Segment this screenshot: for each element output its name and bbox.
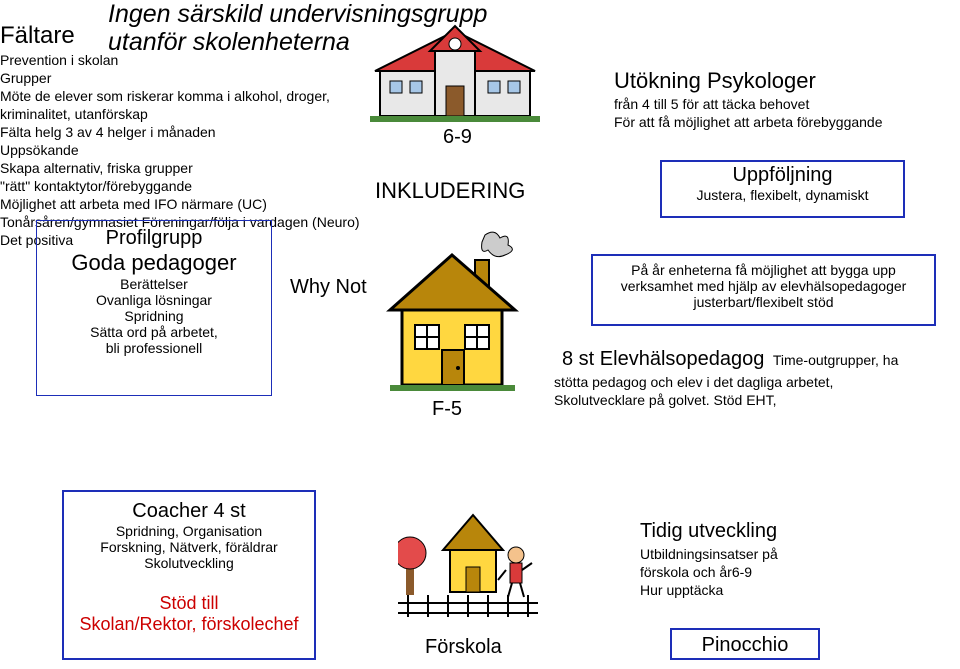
faltare-l2: Grupper [0, 70, 51, 86]
coacher-l2: Forskning, Nätverk, föräldrar [64, 539, 314, 555]
faltare-heading: Fältare [0, 22, 75, 50]
coacher-l3: Skolutveckling [64, 555, 314, 571]
title-line2: utanför skolenheterna [108, 28, 350, 57]
forskola-icon [398, 495, 538, 625]
profilgrupp-h1: Profilgrupp [37, 227, 271, 250]
profilgrupp-l4: Sätta ord på arbetet, [37, 324, 271, 340]
tidig-l3: Hur upptäcka [640, 582, 723, 598]
profilgrupp-l2: Ovanliga lösningar [37, 292, 271, 308]
bygga-l3: justerbart/flexibelt stöd [593, 294, 934, 310]
school-icon [370, 16, 540, 126]
f5-label: F-5 [432, 398, 462, 421]
g69-label: 6-9 [443, 126, 472, 149]
coacher-h: Coacher 4 st [64, 500, 314, 523]
coacher-box: Coacher 4 st Spridning, Organisation For… [62, 490, 316, 660]
profilgrupp-l3: Spridning [37, 308, 271, 324]
forskola-label: Förskola [425, 636, 502, 659]
bygga-l1: På år enheterna få möjlighet att bygga u… [593, 262, 934, 278]
bygga-box: På år enheterna få möjlighet att bygga u… [591, 254, 936, 326]
faltare-l3: Möte de elever som riskerar komma i alko… [0, 88, 330, 104]
faltare-l8: "rätt" kontaktytor/förebyggande [0, 178, 192, 194]
uppf-l1: Justera, flexibelt, dynamiskt [662, 187, 903, 203]
elevh-tail: Time-outgrupper, ha [773, 352, 899, 368]
profilgrupp-l1: Berättelser [37, 276, 271, 292]
elevh-l1: stötta pedagog och elev i det dagliga ar… [554, 374, 833, 390]
elevh-l2: Skolutvecklare på golvet. Stöd EHT, [554, 392, 777, 408]
psyk-l2: För att få möjlighet att arbeta förebygg… [614, 114, 883, 130]
house-icon [380, 230, 525, 395]
faltare-l7: Skapa alternativ, friska grupper [0, 160, 193, 176]
profilgrupp-l5: bli professionell [37, 340, 271, 356]
coacher-l1: Spridning, Organisation [64, 523, 314, 539]
pinocchio-box: Pinocchio [670, 628, 820, 660]
bygga-l2: verksamhet med hjälp av elevhälsopedagog… [593, 278, 934, 294]
coacher-s1: Stöd till [64, 593, 314, 614]
faltare-l6: Uppsökande [0, 142, 79, 158]
tidig-l1: Utbildningsinsatser på [640, 546, 778, 562]
profilgrupp-h2: Goda pedagoger [37, 250, 271, 276]
faltare-l9: Möjlighet att arbeta med IFO närmare (UC… [0, 196, 267, 212]
psyk-l1: från 4 till 5 för att täcka behovet [614, 96, 809, 112]
faltare-l1: Prevention i skolan [0, 52, 118, 68]
psyk-h: Utökning Psykologer [614, 68, 816, 94]
uppf-h: Uppföljning [662, 164, 903, 187]
faltare-l5: Fälta helg 3 av 4 helger i månaden [0, 124, 216, 140]
elevh-line: 8 st Elevhälsopedagog Time-outgrupper, h… [562, 348, 898, 371]
profilgrupp-box: Profilgrupp Goda pedagoger Berättelser O… [36, 220, 272, 396]
why-not: Why Not [290, 276, 367, 299]
inkludering: INKLUDERING [375, 178, 525, 204]
elevh-h: 8 st Elevhälsopedagog [562, 348, 764, 370]
uppf-box: Uppföljning Justera, flexibelt, dynamisk… [660, 160, 905, 218]
faltare-l4: kriminalitet, utanförskap [0, 106, 148, 122]
tidig-h: Tidig utveckling [640, 520, 777, 543]
coacher-s2: Skolan/Rektor, förskolechef [64, 614, 314, 635]
tidig-l2: förskola och år6-9 [640, 564, 752, 580]
